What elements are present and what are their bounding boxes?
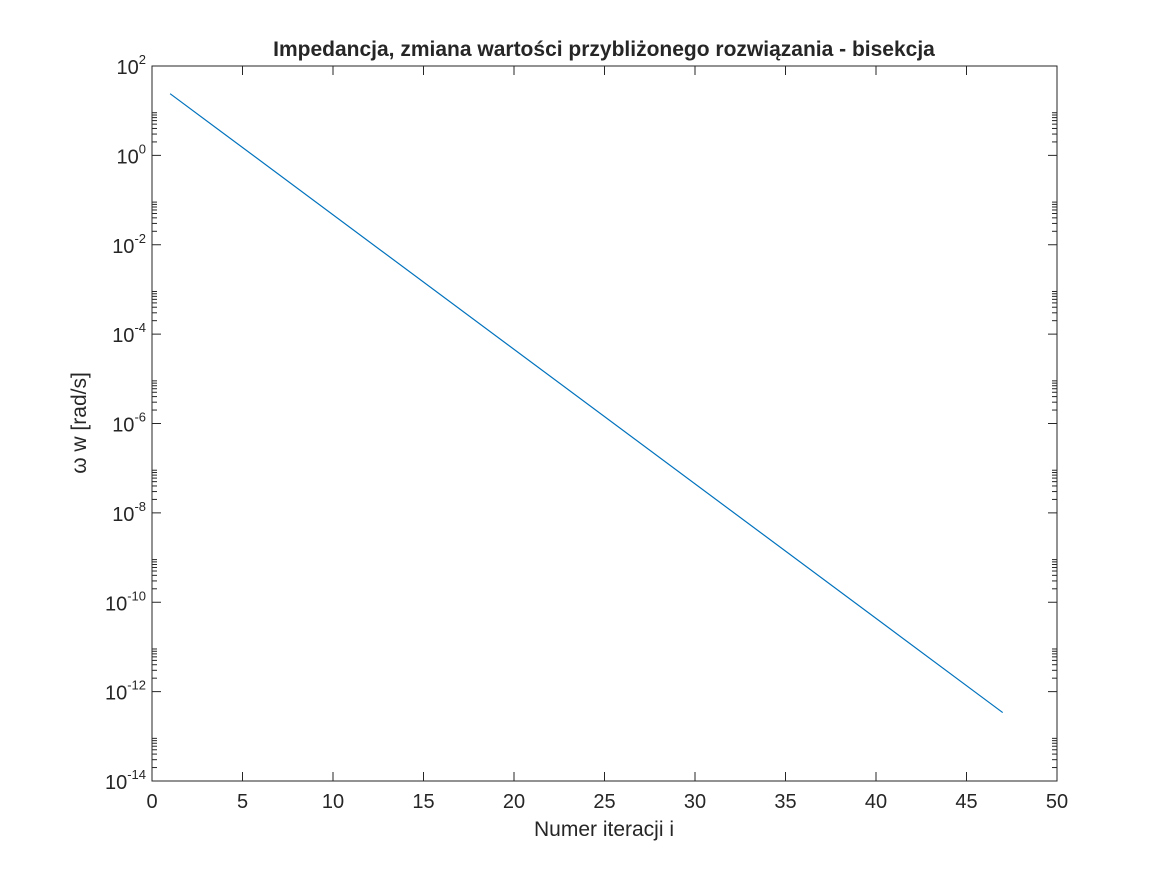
x-tick-label: 15 xyxy=(412,791,434,813)
series-layer xyxy=(169,93,1004,714)
x-tick-label: 35 xyxy=(774,791,796,813)
y-tick-exponent: -6 xyxy=(134,410,146,425)
tick-marks xyxy=(151,65,1058,782)
y-tick-exponent: 2 xyxy=(139,52,146,67)
y-tick-label: 10-2 xyxy=(112,231,146,258)
y-tick-label: 10-10 xyxy=(105,588,146,615)
y-tick-exponent: -4 xyxy=(134,320,146,335)
y-tick-label: 100 xyxy=(117,141,146,168)
x-axis-label: Numer iteracji i xyxy=(534,818,674,841)
x-tick-label: 25 xyxy=(593,791,615,813)
x-tick-label: 45 xyxy=(955,791,977,813)
y-tick-base: 10 xyxy=(105,683,127,705)
y-tick-base: 10 xyxy=(112,504,134,526)
y-tick-base: 10 xyxy=(117,146,139,168)
y-tick-exponent: -8 xyxy=(134,499,146,514)
series-line xyxy=(169,93,1004,714)
y-tick-base: 10 xyxy=(112,415,134,437)
y-tick-base: 10 xyxy=(117,57,139,79)
y-tick-label: 10-4 xyxy=(112,320,146,347)
x-tick-label: 30 xyxy=(684,791,706,813)
y-tick-base: 10 xyxy=(112,325,134,347)
y-tick-exponent: -2 xyxy=(134,231,146,246)
x-tick-label: 40 xyxy=(865,791,887,813)
y-tick-base: 10 xyxy=(112,236,134,258)
y-tick-base: 10 xyxy=(105,772,127,794)
y-tick-label: 10-12 xyxy=(105,678,146,705)
x-tick-label: 5 xyxy=(237,791,248,813)
y-tick-label: 10-6 xyxy=(112,410,146,437)
y-tick-exponent: -12 xyxy=(127,678,146,693)
y-tick-label: 10-8 xyxy=(112,499,146,526)
y-axis-label: ω w [rad/s] xyxy=(68,372,91,474)
plot-area xyxy=(151,65,1058,782)
y-tick-exponent: -10 xyxy=(127,588,146,603)
y-tick-base: 10 xyxy=(105,593,127,615)
x-tick-label: 20 xyxy=(503,791,525,813)
x-tick-labels: 0 5 10 15 20 25 30 35 40 45 50 xyxy=(146,791,1068,813)
y-tick-label: 10-14 xyxy=(105,767,146,794)
x-tick-label: 50 xyxy=(1046,791,1068,813)
y-tick-exponent: -14 xyxy=(127,767,146,782)
chart-title: Impedancja, zmiana wartości przybliżoneg… xyxy=(273,38,935,61)
x-tick-label: 0 xyxy=(146,791,157,813)
x-tick-label: 10 xyxy=(322,791,344,813)
y-tick-label: 102 xyxy=(117,52,146,79)
y-tick-exponent: 0 xyxy=(139,141,146,156)
